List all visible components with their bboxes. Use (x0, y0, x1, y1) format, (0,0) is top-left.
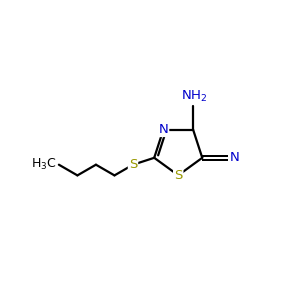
Text: S: S (129, 158, 137, 171)
Text: N: N (230, 151, 239, 164)
Text: N: N (158, 123, 168, 136)
Text: NH$_2$: NH$_2$ (182, 88, 208, 104)
Text: H$_3$C: H$_3$C (31, 157, 56, 172)
Text: S: S (174, 169, 182, 182)
